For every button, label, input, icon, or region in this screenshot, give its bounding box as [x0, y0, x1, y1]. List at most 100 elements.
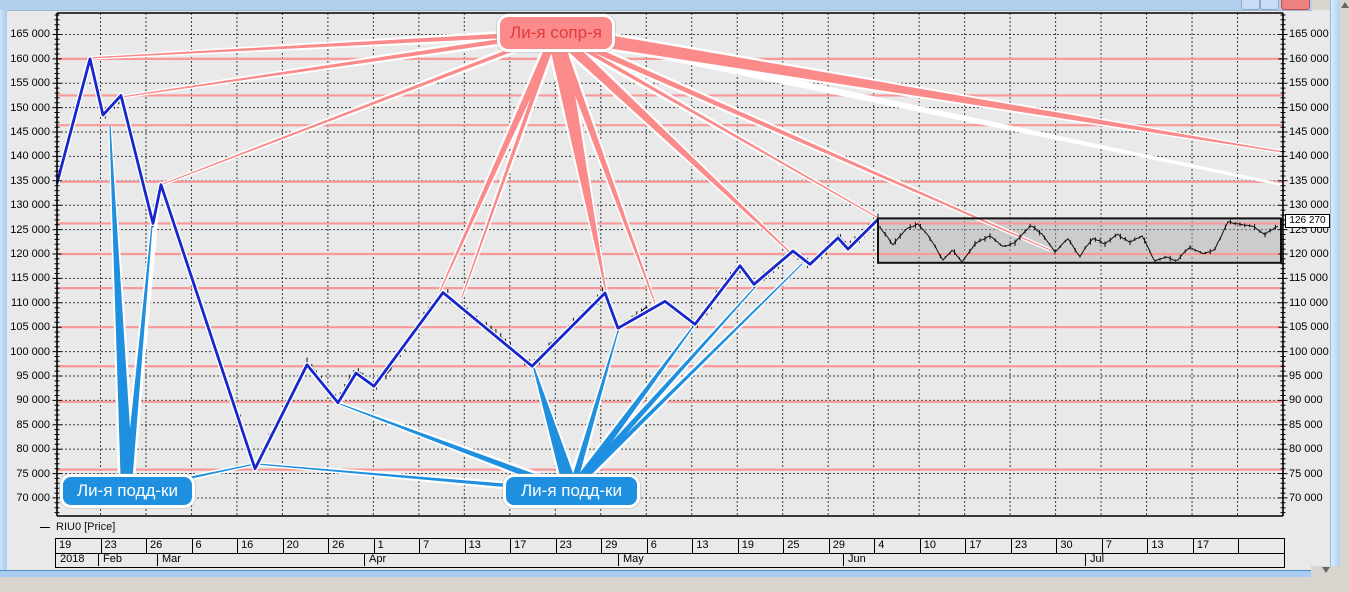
y-axis-label: 135 000 [1289, 175, 1329, 187]
y-axis-label: 70 000 [1289, 492, 1323, 504]
y-axis-label: 140 000 [10, 150, 50, 162]
date-cell: 13 [1147, 539, 1193, 553]
date-cell: 6 [646, 539, 693, 553]
plot-frame [52, 12, 1288, 517]
date-cell: 23 [1010, 539, 1057, 553]
y-axis-label: 95 000 [1289, 370, 1323, 382]
y-axis-label: 110 000 [1289, 297, 1328, 309]
y-axis-label: 130 000 [1289, 199, 1329, 211]
y-axis-label: 135 000 [10, 175, 50, 187]
date-cell: 23 [100, 539, 147, 553]
y-axis-label: 110 000 [11, 297, 50, 309]
month-cell: Apr [364, 553, 618, 566]
window-left-border [0, 10, 7, 570]
date-cell: 25 [783, 539, 829, 553]
y-axis-label: 125 000 [1289, 224, 1329, 236]
y-axis-label: 115 000 [1289, 272, 1328, 284]
window-close-button[interactable] [1281, 0, 1310, 10]
date-cell: 10 [919, 539, 966, 553]
date-cell: 26 [146, 539, 192, 553]
date-cell: 17 [965, 539, 1011, 553]
chart-background [7, 10, 1330, 570]
scrollbar-corner [1311, 566, 1349, 592]
y-axis-label: 100 000 [1289, 346, 1329, 358]
date-cell: 20 [282, 539, 329, 553]
date-cell: 13 [692, 539, 738, 553]
y-axis-label: 160 000 [10, 53, 50, 65]
series-legend: RIU0 [Price] [40, 521, 115, 533]
support-lines-callout-1[interactable]: Ли-я подд-ки [60, 474, 195, 508]
month-cell: May [618, 553, 843, 566]
outer-right-margin [1340, 0, 1349, 592]
resistance-lines-callout[interactable]: Ли-я сопр-я [497, 14, 615, 52]
window-minimize-button[interactable] [1241, 0, 1260, 10]
y-axis-label: 95 000 [16, 370, 50, 382]
window-titlebar[interactable] [0, 0, 1312, 11]
date-cell: 16 [237, 539, 283, 553]
y-axis-label: 150 000 [1289, 102, 1329, 114]
month-cell: Feb [98, 553, 157, 566]
y-axis-label: 105 000 [10, 321, 50, 333]
date-cell: 19 [59, 539, 72, 551]
y-axis-label: 145 000 [10, 126, 50, 138]
date-cell: 30 [1056, 539, 1102, 553]
month-cell: Jul [1085, 553, 1284, 566]
y-axis-label: 165 000 [10, 28, 50, 40]
date-cell [1238, 539, 1284, 553]
y-axis-label: 155 000 [1289, 77, 1329, 89]
legend-label: RIU0 [Price] [56, 521, 116, 533]
date-cell: 13 [464, 539, 511, 553]
month-cell: 2018 [60, 553, 85, 565]
y-axis-label: 90 000 [16, 394, 50, 406]
date-cell: 29 [601, 539, 647, 553]
y-axis-label: 75 000 [1289, 468, 1323, 480]
y-axis-label: 150 000 [10, 102, 50, 114]
y-axis-label: 115 000 [11, 272, 50, 284]
date-cell: 1 [373, 539, 420, 553]
y-axis-label: 90 000 [1289, 394, 1323, 406]
y-axis-label: 70 000 [16, 492, 50, 504]
date-cell: 29 [828, 539, 875, 553]
y-axis-label: 85 000 [16, 419, 50, 431]
outer-bottom-margin [0, 577, 1349, 592]
scroll-up-arrow-icon[interactable] [1341, 2, 1349, 8]
y-axis-label: 145 000 [1289, 126, 1329, 138]
annotation-rays [87, 26, 1284, 495]
legend-line-marker [40, 526, 50, 528]
date-cell: 4 [874, 539, 920, 553]
horizontal-scrollbar[interactable] [0, 570, 1311, 578]
window-maximize-button[interactable] [1260, 0, 1279, 10]
x-axis-month-row: 2018 Feb Mar Apr May Jun Jul [55, 553, 1285, 568]
y-axis-label: 125 000 [10, 224, 50, 236]
last-price-tag: 126 270 [1285, 214, 1330, 228]
zigzag-overlay [54, 56, 880, 472]
y-axis-label: 160 000 [1289, 53, 1329, 65]
plot-area[interactable] [57, 13, 1283, 516]
date-cell: 26 [328, 539, 374, 553]
support-lines-callout-2[interactable]: Ли-я подд-ки [503, 474, 640, 508]
y-axis-label: 120 000 [1289, 248, 1329, 260]
date-cell: 6 [191, 539, 238, 553]
y-axis-label: 80 000 [1289, 443, 1323, 455]
y-axis-label: 85 000 [1289, 419, 1323, 431]
consolidation-box-border [877, 217, 1282, 264]
y-axis-label: 165 000 [1289, 28, 1329, 40]
y-axis-label: 100 000 [10, 346, 50, 358]
y-axis-label: 120 000 [10, 248, 50, 260]
vertical-scrollbar[interactable] [1330, 0, 1341, 566]
resistance-callout-label: Ли-я сопр-я [510, 23, 602, 42]
date-cell: 7 [419, 539, 465, 553]
y-axis-label: 130 000 [10, 199, 50, 211]
support-callout-2-label: Ли-я подд-ки [521, 481, 622, 500]
date-cell: 23 [555, 539, 602, 553]
scroll-down-arrow-icon[interactable] [1322, 567, 1330, 573]
x-axis-date-row: 19 23 26 6 16 20 26 1 7 13 17 23 29 6 13 19 25 29 4 10 17 23 3… [55, 538, 1285, 554]
date-cell: 19 [737, 539, 784, 553]
y-axis-label: 80 000 [16, 443, 50, 455]
month-cell: Mar [157, 553, 364, 566]
month-cell: Jun [843, 553, 1085, 566]
date-cell: 17 [1192, 539, 1239, 553]
date-cell: 7 [1101, 539, 1148, 553]
